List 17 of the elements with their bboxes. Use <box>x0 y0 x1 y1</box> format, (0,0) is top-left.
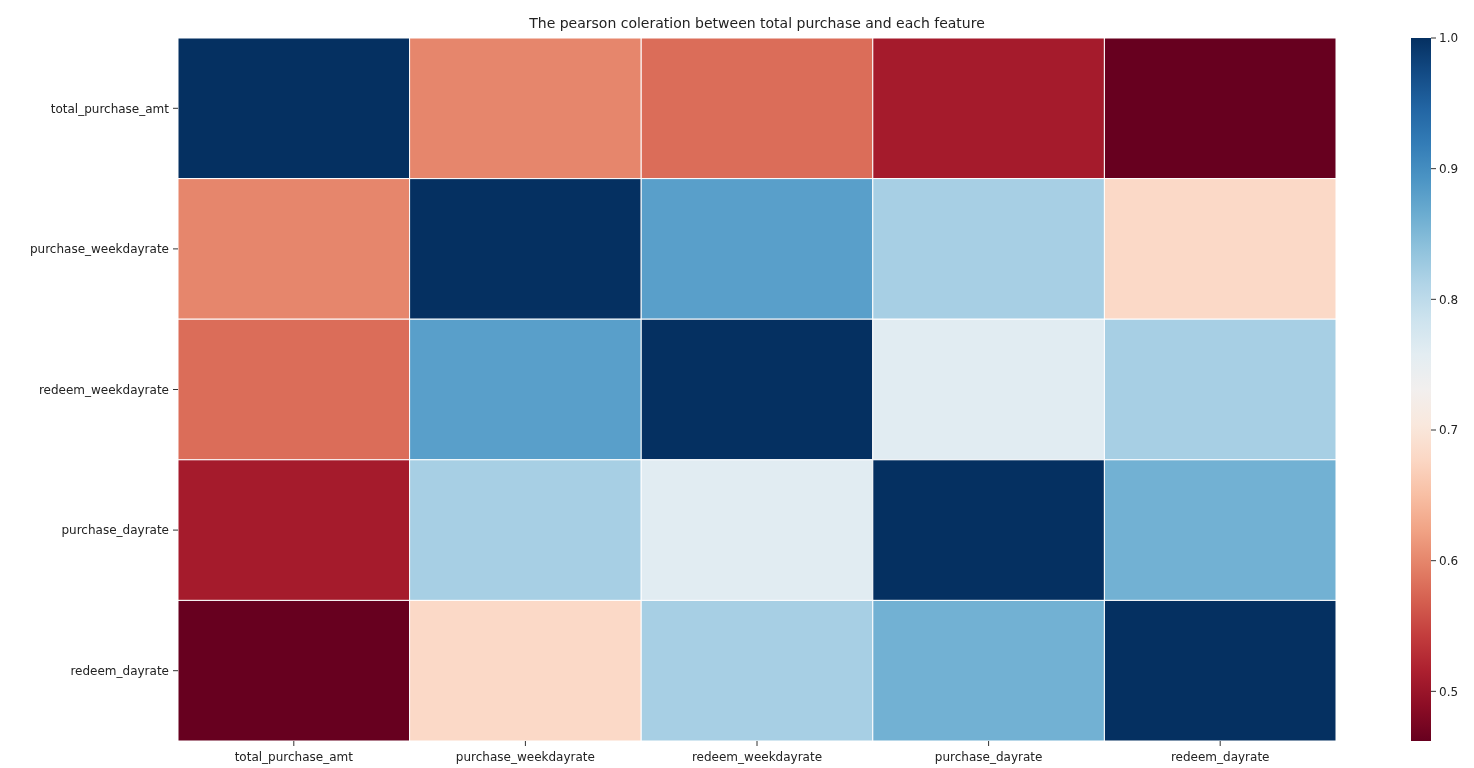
color-bar-label: 1.0 <box>1439 31 1459 46</box>
x-tick-label: redeem_dayrate <box>1170 750 1270 764</box>
y-tick-label: purchase_dayrate <box>61 523 169 538</box>
color-bar-label: 0.8 <box>1439 292 1459 307</box>
y-tick-label: purchase_weekdayrate <box>29 242 169 257</box>
x-tick-label: total_purchase_amt <box>234 750 354 764</box>
y-tick-label: total_purchase_amt <box>50 101 170 116</box>
color-bar-label: 0.9 <box>1439 161 1459 176</box>
y-tick-label: redeem_weekdayrate <box>38 382 169 397</box>
x-tick-label: purchase_weekdayrate <box>455 750 595 764</box>
x-tick-label: redeem_weekdayrate <box>691 750 823 764</box>
x-tick-label: purchase_dayrate <box>934 750 1043 764</box>
color-bar-label: 0.7 <box>1439 423 1459 438</box>
color-bar-label: 0.5 <box>1439 684 1459 699</box>
chart-title: The pearson coleration between total purchase and each feature <box>528 15 985 31</box>
color-bar-label: 0.6 <box>1439 553 1459 568</box>
y-tick-label: redeem_dayrate <box>70 663 169 678</box>
